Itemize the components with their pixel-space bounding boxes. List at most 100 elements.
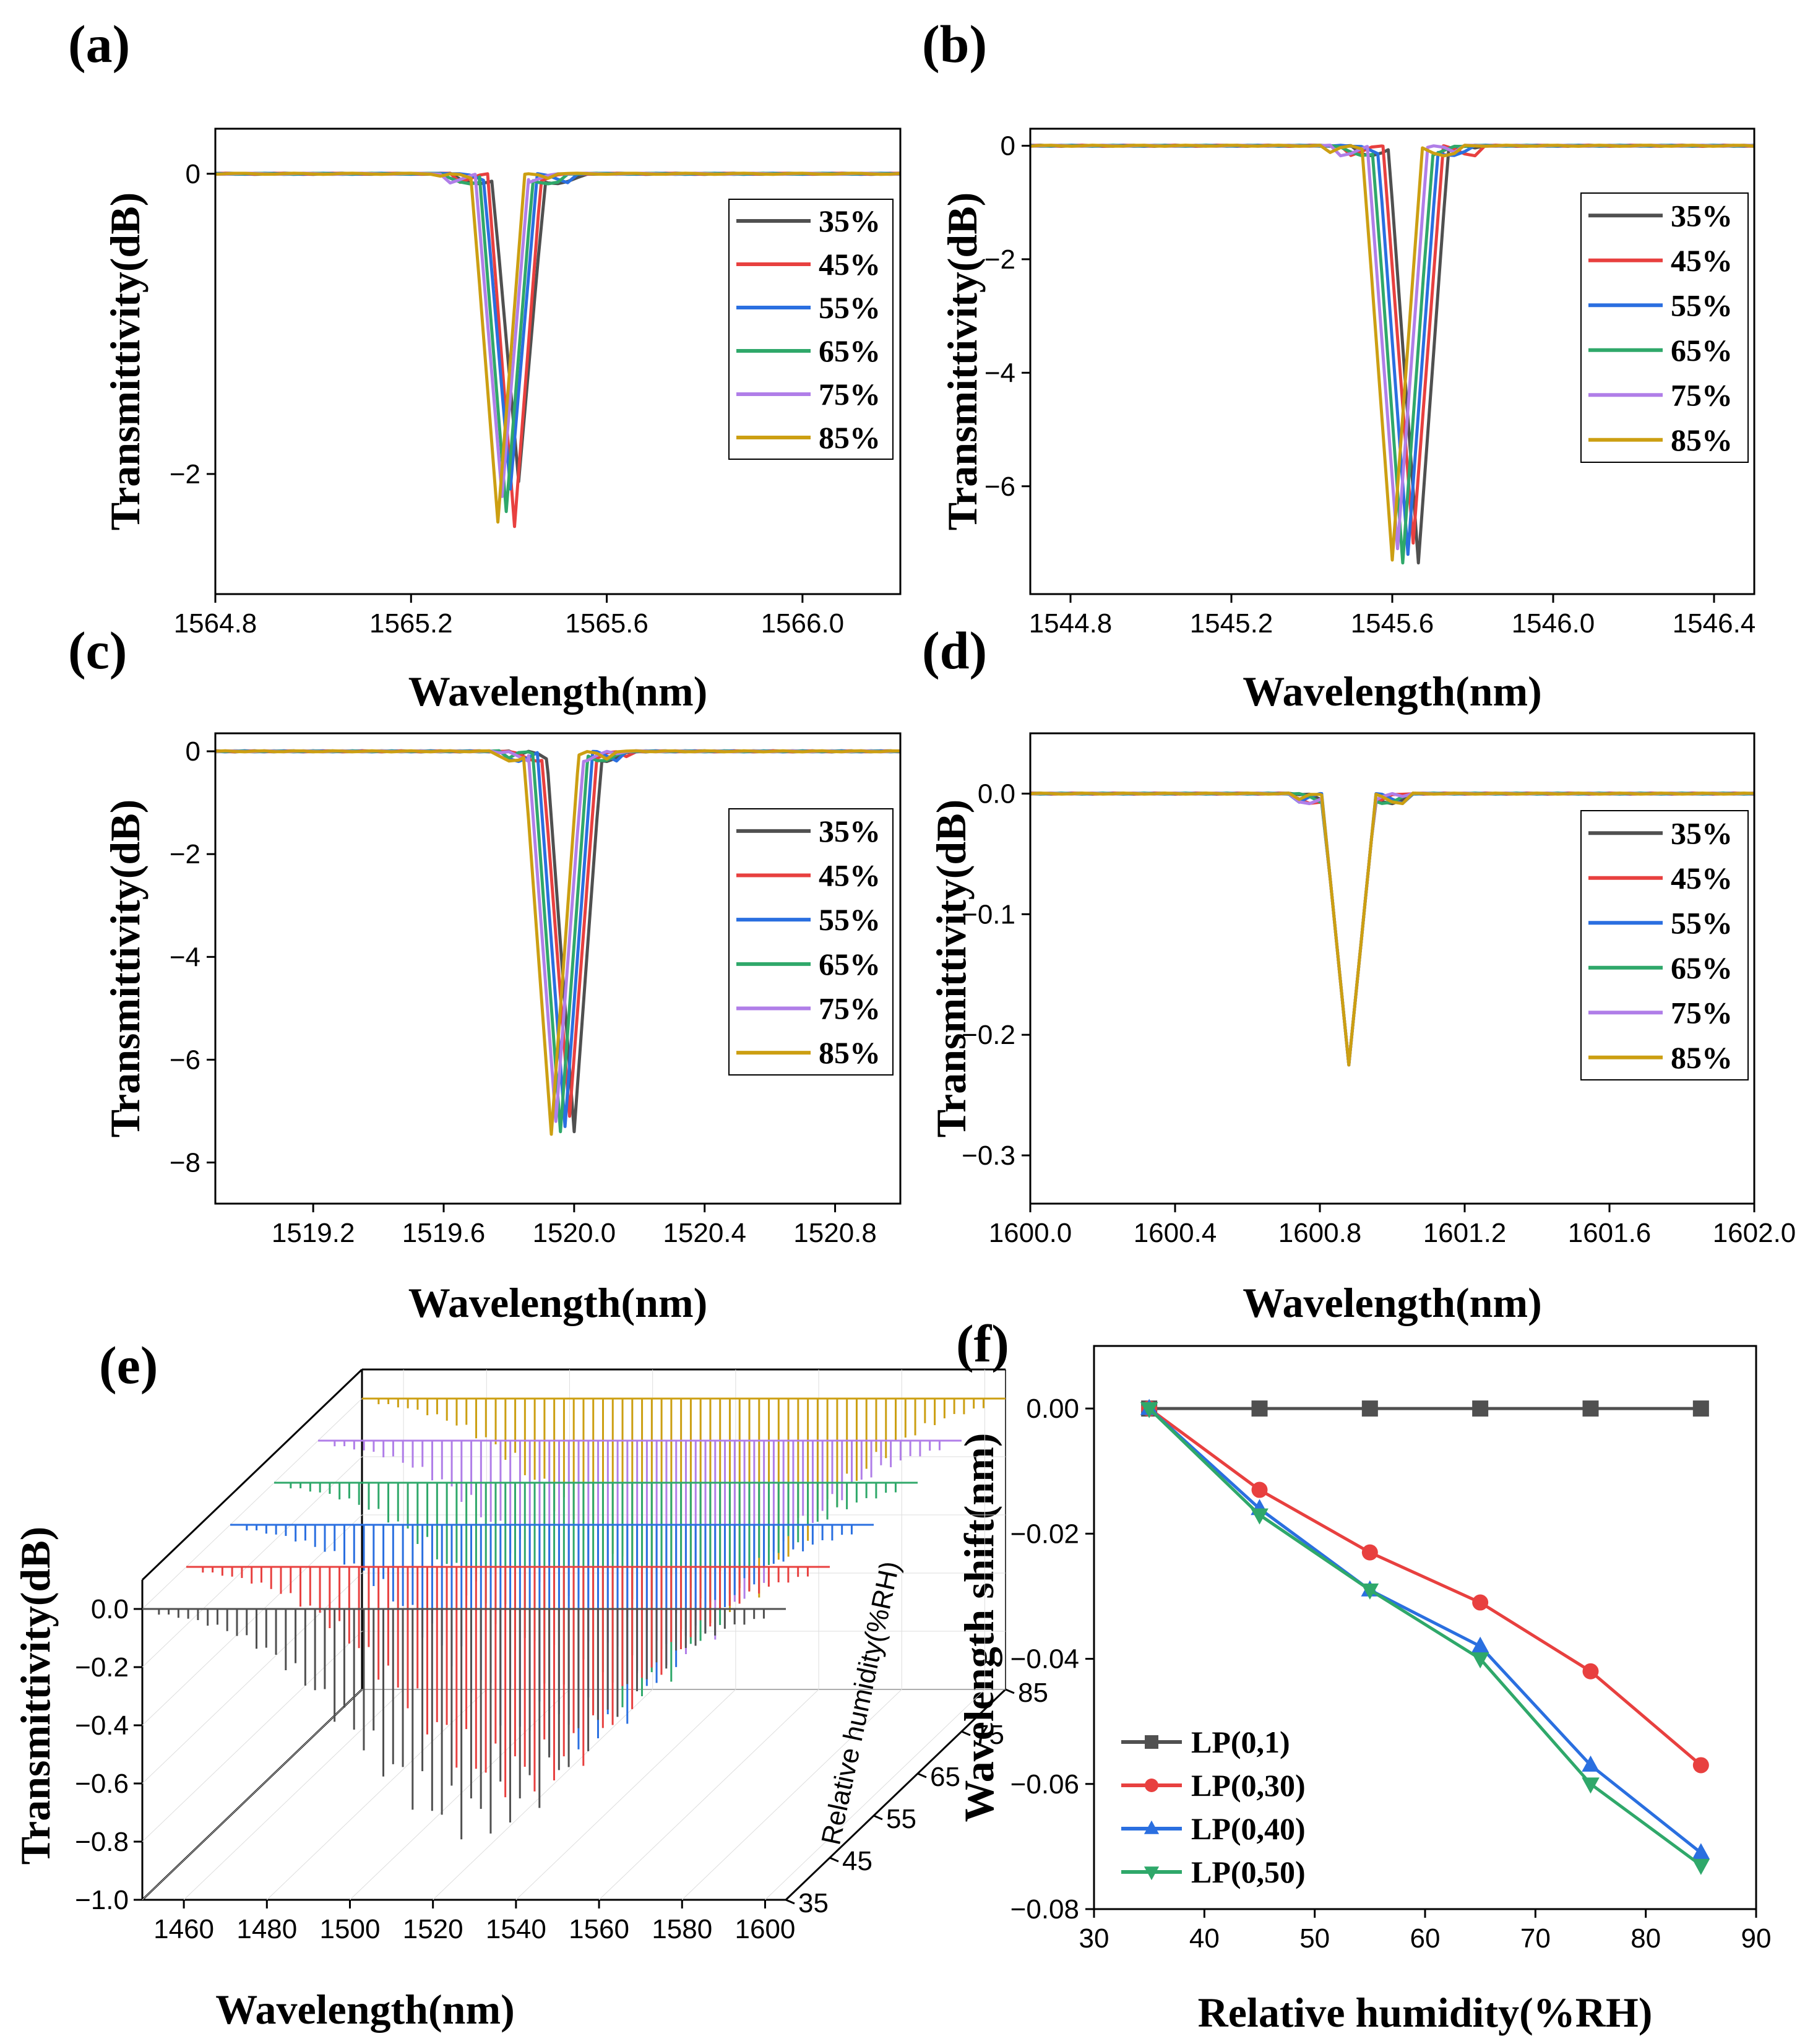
x-tick-label: 1544.8 xyxy=(1029,608,1113,639)
data-point-LP(0,50)-35 xyxy=(1140,1402,1158,1418)
legend: LP(0,1) LP(0,30) LP(0,40) LP(0,50) xyxy=(1114,1720,1361,1894)
legend: 35% 45% 55% 65% 75% 85% xyxy=(1580,810,1749,1080)
series-85% xyxy=(362,1397,1006,1629)
x-tick-label: 1602.0 xyxy=(1713,1218,1796,1248)
legend-label-65%: 65% xyxy=(1671,333,1733,368)
y-tick-label: −4 xyxy=(984,358,1015,388)
data-point-LP(0,30)-75 xyxy=(1582,1663,1599,1680)
panel-f: (f) 30 40 50 60 70 80 90 0.00 −0.02 −0.04 −0.06 −0.0… xyxy=(955,1314,1771,2036)
y-tick-label: 0.00 xyxy=(1026,1394,1079,1424)
x-tick-label: 1600 xyxy=(735,1914,796,1944)
x-tick-label: 1560 xyxy=(569,1914,629,1944)
y-tick-label: 0 xyxy=(186,159,200,189)
panel-label: (a) xyxy=(68,14,130,74)
data-point-LP(0,40)-75 xyxy=(1582,1755,1600,1772)
z-tick-mark xyxy=(1005,1688,1015,1694)
panel-label: (b) xyxy=(922,14,987,74)
y-tick-label: −0.8 xyxy=(75,1827,129,1857)
x-tick-label: 1545.2 xyxy=(1190,608,1273,639)
z-tick-mark xyxy=(961,1730,971,1736)
legend-box xyxy=(1580,810,1749,1080)
x-axis-title: Wavelength(nm) xyxy=(408,1279,708,1326)
series-65% xyxy=(274,1481,918,1714)
z-tick-label: 55 xyxy=(886,1804,916,1834)
data-point-LP(0,1)-55 xyxy=(1361,1400,1378,1417)
y-tick-label: −0.06 xyxy=(1010,1769,1079,1800)
x-tick-label: 70 xyxy=(1520,1923,1551,1954)
y-axis-title: Transmittivity(dB) xyxy=(101,800,149,1138)
z-tick-mark xyxy=(873,1814,883,1821)
data-point-LP(0,30)-45 xyxy=(1251,1481,1268,1498)
legend-label-55%: 55% xyxy=(819,902,881,937)
grid-line xyxy=(681,1689,902,1900)
legend-label-75%: 75% xyxy=(1671,995,1733,1030)
x-tick-label: 1600.4 xyxy=(1134,1218,1217,1248)
grid-line xyxy=(515,1689,736,1900)
grid-line xyxy=(765,1689,985,1900)
x-tick-label: 1520.0 xyxy=(533,1218,616,1248)
z-tick-label: 75 xyxy=(974,1720,1004,1750)
legend: 35% 45% 55% 65% 75% 85% xyxy=(1580,192,1749,463)
x-tick-label: 50 xyxy=(1299,1923,1330,1954)
legend-label-45%: 45% xyxy=(1671,243,1733,278)
y-tick-label: −0.02 xyxy=(1010,1519,1079,1549)
y-tick-label: −2 xyxy=(984,244,1015,275)
legend-label-LP(0,1): LP(0,1) xyxy=(1191,1725,1290,1759)
legend-label-85%: 85% xyxy=(1671,423,1733,457)
series-line-LP(0,30) xyxy=(1148,1407,1702,1767)
x-tick-label: 60 xyxy=(1410,1923,1441,1954)
y-tick-label: −1.0 xyxy=(75,1885,129,1915)
data-point-LP(0,1)-75 xyxy=(1582,1400,1599,1417)
series-35% xyxy=(142,1608,786,1840)
plot-frame xyxy=(214,127,902,595)
plot-area xyxy=(215,171,901,528)
y-tick-label: 0.0 xyxy=(978,778,1015,809)
y-tick-label: −4 xyxy=(170,942,200,972)
x-axis-title: Wavelength(nm) xyxy=(215,1986,515,2033)
panel-a: (a) 1564.8 1565.2 1565.6 1566.0 0 −2 Wavelength… xyxy=(68,14,902,715)
x-tick-label: 1519.2 xyxy=(272,1218,355,1248)
x-axis-title: Relative humidity(%RH) xyxy=(1198,1989,1653,2036)
legend-label-35%: 35% xyxy=(819,814,881,848)
y-tick-label: −0.08 xyxy=(1010,1894,1079,1925)
data-point-LP(0,50)-55 xyxy=(1361,1583,1379,1600)
x-tick-label: 40 xyxy=(1189,1923,1220,1954)
data-point-LP(0,30)-55 xyxy=(1361,1544,1378,1561)
series-line-85% xyxy=(215,749,901,1136)
legend-label-LP(0,40): LP(0,40) xyxy=(1191,1811,1306,1846)
y-tick-label: −0.3 xyxy=(962,1141,1015,1171)
data-point-LP(0,50)-85 xyxy=(1692,1858,1710,1875)
panel-label: (d) xyxy=(922,621,987,680)
x-tick-label: 1546.0 xyxy=(1512,608,1595,639)
x-tick-label: 1519.6 xyxy=(402,1218,486,1248)
data-point-LP(0,50)-65 xyxy=(1471,1652,1489,1669)
z-tick-mark xyxy=(829,1856,839,1863)
y-tick-label: −2 xyxy=(170,459,200,489)
legend-marker-LP(0,30) xyxy=(1145,1779,1158,1792)
legend-label-55%: 55% xyxy=(819,290,881,325)
frame-edge xyxy=(141,1368,363,1581)
grid-line xyxy=(142,1398,363,1610)
legend-label-35%: 35% xyxy=(1671,816,1733,850)
grid-line xyxy=(142,1456,363,1668)
z-tick-mark xyxy=(785,1899,795,1905)
z-tick-label: 85 xyxy=(1018,1678,1048,1708)
plot-area xyxy=(1030,144,1755,565)
z-tick-label: 65 xyxy=(930,1762,960,1792)
legend-box xyxy=(1580,192,1749,463)
panel-d: (d) 1600.0 1600.4 1600.8 1601.2 1601.6 1602.0 0… xyxy=(922,621,1796,1326)
y-tick-label: 0 xyxy=(186,736,200,767)
legend-label-65%: 65% xyxy=(1671,951,1733,985)
x-tick-label: 1600.0 xyxy=(989,1218,1072,1248)
x-tick-label: 1580 xyxy=(652,1914,712,1944)
y-tick-label: 0 xyxy=(1001,131,1015,162)
x-tick-label: 1500 xyxy=(320,1914,381,1944)
grid-line xyxy=(266,1689,487,1900)
legend-box xyxy=(728,199,894,460)
z-axis-line xyxy=(785,1688,1007,1901)
panel-label: (c) xyxy=(68,621,127,680)
z-tick-label: 35 xyxy=(798,1888,829,1918)
y-axis-title: Transmittivity(dB) xyxy=(928,800,975,1138)
plot-area xyxy=(1030,791,1755,1067)
